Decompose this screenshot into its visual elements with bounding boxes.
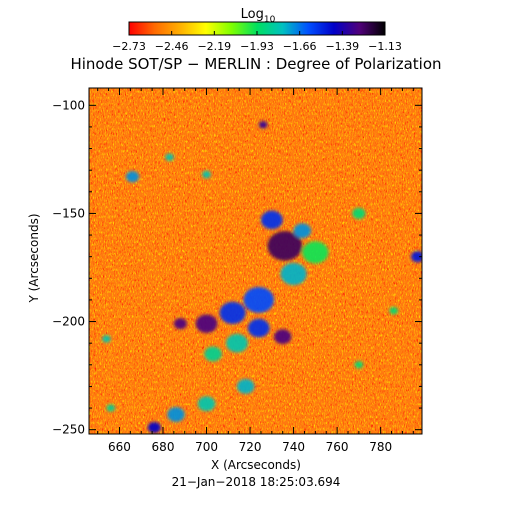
heatmap-feature bbox=[102, 335, 111, 343]
heatmap-features bbox=[102, 121, 422, 434]
y-tick-label: −250 bbox=[52, 423, 85, 437]
colorbar-tick-label: −2.73 bbox=[112, 40, 146, 53]
heatmap-feature bbox=[165, 153, 174, 161]
colorbar-ticks: −2.73 −2.46 −2.19 −1.93 −1.66 −1.39 −1.13 bbox=[112, 31, 402, 53]
colorbar: Log10 −2.73 −2.46 −2.19 −1.93 −1.66 −1.39 −1.1… bbox=[112, 7, 402, 53]
heatmap-feature bbox=[202, 170, 211, 179]
heatmap-feature bbox=[411, 251, 422, 263]
colorbar-label: Log10 bbox=[241, 7, 276, 25]
colorbar-tick-label: −1.13 bbox=[368, 40, 402, 53]
y-axis: −100 −150 −200 −250 bbox=[52, 98, 422, 437]
heatmap-feature bbox=[226, 333, 248, 353]
x-tick-label: 720 bbox=[239, 440, 262, 454]
heatmap-feature bbox=[106, 404, 116, 412]
x-tick-label: 660 bbox=[108, 440, 131, 454]
colorbar-label-main: Log bbox=[241, 7, 264, 22]
y-tick-label: −150 bbox=[52, 206, 85, 220]
y-tick-label: −200 bbox=[52, 315, 85, 329]
heatmap-feature bbox=[354, 361, 364, 369]
heatmap-feature bbox=[167, 407, 185, 422]
plot-area: 660 680 700 720 740 760 780 −100 −150 −200 −250 bbox=[52, 87, 423, 454]
x-tick-label: 680 bbox=[152, 440, 175, 454]
x-tick-label: 700 bbox=[195, 440, 218, 454]
y-axis-label: Y (Arcseconds) bbox=[27, 213, 41, 303]
heatmap-feature bbox=[274, 329, 292, 345]
heatmap-texture bbox=[89, 88, 422, 434]
heatmap-feature bbox=[247, 318, 270, 338]
heatmap-feature bbox=[293, 223, 312, 239]
colorbar-tick-label: −1.66 bbox=[283, 40, 317, 53]
heatmap-feature bbox=[195, 314, 218, 333]
heatmap-feature bbox=[302, 241, 329, 264]
heatmap-feature bbox=[219, 301, 246, 324]
heatmap-feature bbox=[260, 210, 283, 230]
heatmap-feature bbox=[126, 171, 140, 183]
x-tick-label: 740 bbox=[282, 440, 305, 454]
y-tick-label: −100 bbox=[52, 98, 85, 112]
heatmap-feature bbox=[147, 421, 161, 434]
colorbar-tick-label: −2.19 bbox=[197, 40, 231, 53]
x-tick-label: 780 bbox=[369, 440, 392, 454]
heatmap-feature bbox=[267, 231, 303, 261]
x-axis-label: X (Arcseconds) bbox=[211, 458, 301, 472]
heatmap-feature bbox=[197, 396, 216, 412]
heatmap-feature bbox=[258, 121, 268, 129]
heatmap-feature bbox=[243, 286, 274, 313]
colorbar-tick-label: −1.93 bbox=[240, 40, 274, 53]
x-axis: 660 680 700 720 740 760 780 bbox=[97, 88, 414, 454]
heatmap-feature bbox=[237, 379, 255, 394]
colorbar-label-sub: 10 bbox=[264, 15, 276, 25]
colorbar-tick-label: −2.46 bbox=[155, 40, 189, 53]
plot-frame bbox=[88, 87, 423, 435]
heatmap-feature bbox=[280, 262, 307, 286]
heatmap-feature bbox=[389, 307, 399, 315]
x-tick-label: 760 bbox=[326, 440, 349, 454]
heatmap-feature bbox=[173, 318, 187, 330]
heatmap-feature bbox=[352, 207, 366, 219]
timestamp: 21−Jan−2018 18:25:03.694 bbox=[172, 475, 341, 489]
chart-title: Hinode SOT/SP − MERLIN : Degree of Polar… bbox=[70, 55, 441, 73]
heatmap-feature bbox=[204, 346, 222, 362]
colorbar-tick-label: −1.39 bbox=[325, 40, 359, 53]
